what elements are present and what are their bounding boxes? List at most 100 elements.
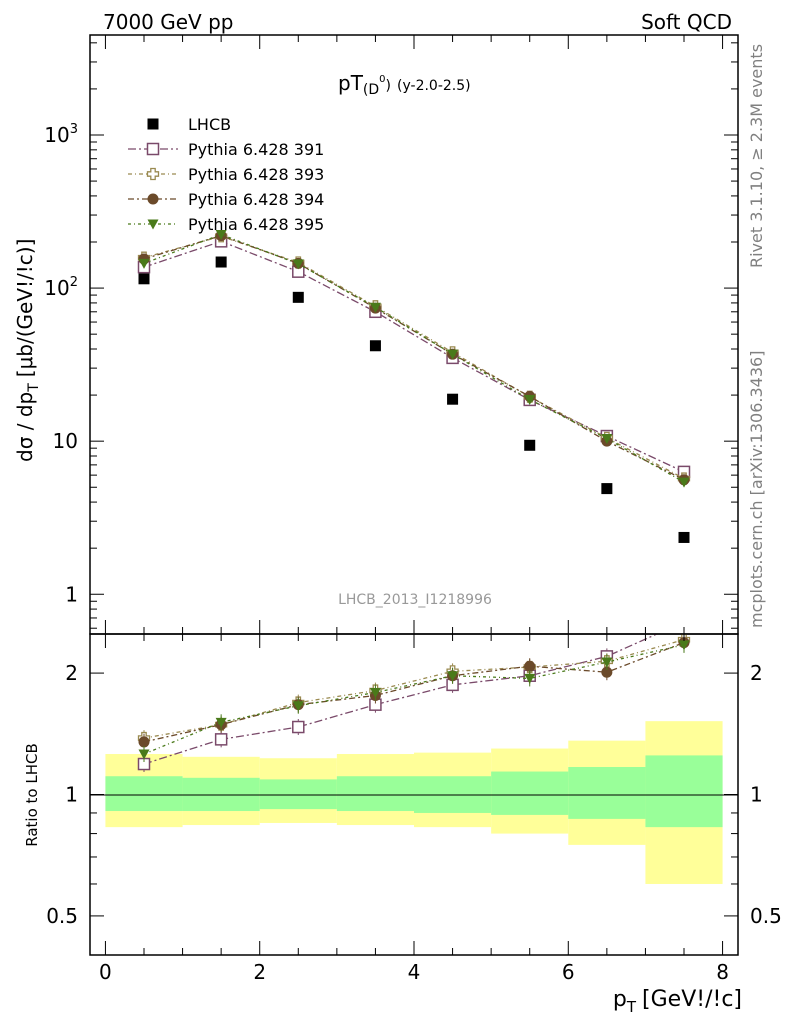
legend-marker <box>147 193 159 205</box>
ratio-inner-band <box>645 755 723 828</box>
main-y-ticks <box>90 42 738 629</box>
legend-marker <box>147 219 159 230</box>
main-series-pythia-3 <box>138 230 690 486</box>
ratio-inner-band <box>105 776 183 812</box>
x-tick-label: 4 <box>408 960 421 984</box>
legend-entry-label: Pythia 6.428 391 <box>188 140 324 159</box>
ratio-x-ticks: 0 2 4 6 8 <box>99 634 729 984</box>
x-axis-label-sub: T <box>626 998 637 1016</box>
main-series-lhcb <box>138 256 690 543</box>
legend-entry-label: Pythia 6.428 394 <box>188 190 324 209</box>
legend-entry-label: LHCB <box>188 115 231 134</box>
main-y-tick-label: 1 <box>65 582 78 606</box>
main-data-point <box>138 258 150 269</box>
main-data-point <box>447 349 459 360</box>
ratio-inner-band <box>259 779 337 810</box>
ratio-y-axis-label: Ratio to LHCB <box>23 743 41 847</box>
main-data-point <box>678 477 690 488</box>
main-y-tick-label-base: 10 <box>53 429 78 453</box>
main-series-line <box>143 233 685 483</box>
ratio-data-point <box>214 733 228 746</box>
main-y-tick-label-exponent: 2 <box>70 275 78 290</box>
ratio-series-pythia-4 <box>138 636 690 763</box>
ratio-data-point <box>138 749 150 760</box>
main-y-tick-label: 102 <box>44 275 78 300</box>
main-data-point <box>215 229 227 240</box>
x-tick-label: 2 <box>253 960 266 984</box>
ratio-data-point <box>215 717 227 728</box>
plot-title: pT(D0) (y-2.0-2.5) <box>338 71 471 98</box>
y-axis-label-main: dσ / dp <box>13 392 37 462</box>
main-x-ticks <box>104 35 724 634</box>
ratio-series-line <box>143 644 685 755</box>
legend: LHCB Pythia 6.428 391 Pythia 6.428 393 Pyth… <box>128 115 324 234</box>
ratio-inner-band <box>336 776 414 812</box>
legend-entry-label: Pythia 6.428 393 <box>188 165 324 184</box>
main-data-point <box>524 439 536 451</box>
ratio-data-point <box>369 688 381 699</box>
main-data-point <box>292 291 304 303</box>
ratio-y-ticks: 0.5 0.5 1 1 2 2 <box>46 661 782 956</box>
main-data-point <box>215 256 227 268</box>
rivet-version-label: Rivet 3.1.10, ≥ 2.3M events <box>747 44 766 268</box>
main-y-tick-label-exponent: 3 <box>70 122 78 137</box>
x-tick-label: 8 <box>716 960 729 984</box>
ratio-data-point <box>292 701 304 712</box>
ratio-data-point <box>292 720 305 734</box>
mcplots-label: mcplots.cern.ch [arXiv:1306.3436] <box>747 351 766 628</box>
ratio-y-tick-label-right: 1 <box>750 783 763 807</box>
ratio-data-point <box>524 673 536 684</box>
main-y-tick-label-base: 1 <box>65 582 78 606</box>
main-data-point <box>138 273 150 285</box>
ratio-series-line <box>143 639 685 739</box>
main-data-point <box>369 340 381 352</box>
legend-marker <box>146 167 160 181</box>
category-label: Soft QCD <box>641 10 732 34</box>
ratio-data-point <box>601 666 613 678</box>
main-series-line <box>143 240 685 473</box>
x-tick-label: 6 <box>562 960 575 984</box>
ratio-plot-content <box>137 634 691 773</box>
main-y-axis-label: dσ / dpT [μb/(GeV!/!c)] <box>13 239 42 462</box>
legend-entry-label: Pythia 6.428 395 <box>188 215 324 234</box>
main-data-point <box>292 259 304 270</box>
main-data-point <box>524 395 536 406</box>
plot-title-suffix: ) <box>386 78 391 94</box>
main-y-tick-label-base: 10 <box>44 276 69 300</box>
y-axis-label-unit: [μb/(GeV!/!c)] <box>13 239 37 378</box>
main-data-point <box>678 531 690 543</box>
ratio-inner-band <box>182 777 260 812</box>
legend-marker <box>146 142 160 156</box>
legend-marker <box>147 118 159 130</box>
plot-title-range: (y-2.0-2.5) <box>397 78 471 94</box>
ratio-data-point <box>601 657 613 668</box>
plot-title-main: pT <box>338 71 364 95</box>
main-y-tick-label-base: 10 <box>44 123 69 147</box>
main-y-tick-label: 10 <box>53 429 78 453</box>
y-axis-label-sub: T <box>26 383 42 393</box>
main-data-point <box>447 393 459 405</box>
main-plot-content <box>137 229 691 543</box>
ratio-series-group <box>137 634 691 773</box>
ratio-y-tick-label-left: 1 <box>65 783 78 807</box>
ratio-uncertainty-bands <box>105 721 723 884</box>
ratio-data-point <box>447 671 459 682</box>
ratio-y-tick-label-left: 0.5 <box>46 904 78 928</box>
ratio-plot-panel: 0.5 0.5 1 1 2 2 0 2 4 6 8 Ratio to LHCB pT [GeV!/!… <box>23 633 782 1016</box>
ratio-series-line <box>143 634 659 765</box>
x-axis-label-unit: [GeV!/!c] <box>642 987 742 1012</box>
main-series-pythia-4 <box>138 229 690 488</box>
energy-label: 7000 GeV pp <box>103 10 234 34</box>
plot-title-sup: 0 <box>379 74 385 85</box>
ratio-y-tick-label-left: 2 <box>65 661 78 685</box>
ratio-data-point <box>524 660 536 672</box>
plot-title-sub: (D <box>363 82 379 98</box>
ratio-y-tick-label-right: 0.5 <box>750 904 782 928</box>
ratio-data-point <box>138 736 150 748</box>
ratio-inner-band <box>568 766 646 819</box>
ratio-series-line <box>143 642 685 743</box>
main-data-point <box>601 434 613 445</box>
